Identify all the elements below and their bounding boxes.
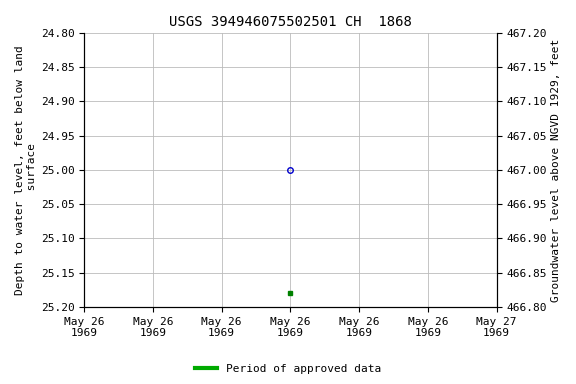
Y-axis label: Groundwater level above NGVD 1929, feet: Groundwater level above NGVD 1929, feet <box>551 38 561 301</box>
Legend: Period of approved data: Period of approved data <box>191 359 385 379</box>
Y-axis label: Depth to water level, feet below land
 surface: Depth to water level, feet below land su… <box>15 45 37 295</box>
Title: USGS 394946075502501 CH  1868: USGS 394946075502501 CH 1868 <box>169 15 412 29</box>
